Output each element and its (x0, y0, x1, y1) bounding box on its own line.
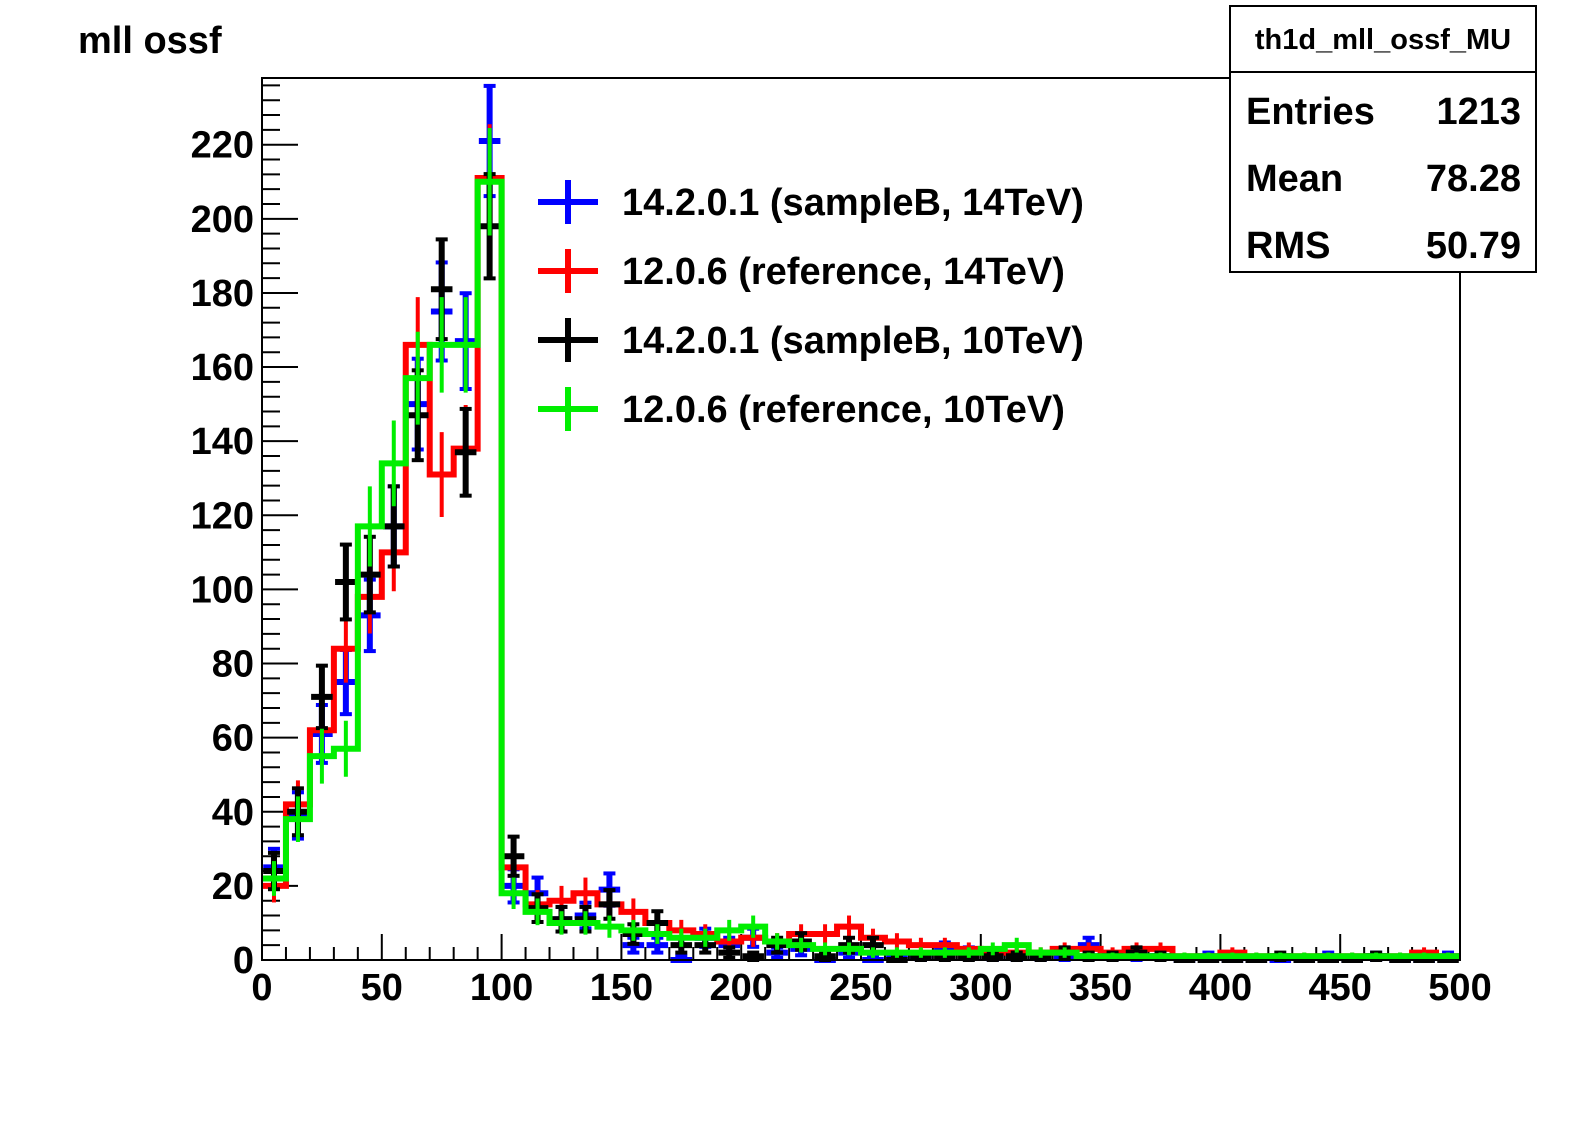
legend-item: 12.0.6 (reference, 10TeV) (538, 387, 1065, 431)
legend-label: 12.0.6 (reference, 10TeV) (622, 389, 1065, 431)
legend: 14.2.0.1 (sampleB, 14TeV) 12.0.6 (referen… (538, 180, 1084, 431)
x-tick-label: 200 (709, 967, 772, 1009)
x-tick-label: 350 (1069, 967, 1132, 1009)
series-3 (262, 128, 1460, 960)
legend-item: 14.2.0.1 (sampleB, 10TeV) (538, 318, 1084, 362)
x-tick-label: 500 (1428, 967, 1491, 1009)
stats-entries-label: Entries (1246, 91, 1375, 133)
y-tick-label: 220 (191, 125, 254, 167)
data-point (1005, 950, 1028, 962)
x-tick-label: 450 (1308, 967, 1371, 1009)
stats-box-frame (1229, 5, 1537, 273)
x-tick-label: 150 (590, 967, 653, 1009)
stats-box: th1d_mll_ossf_MU Entries 1213 Mean 78.28… (1229, 5, 1537, 273)
x-tick-label: 50 (361, 967, 403, 1009)
legend-label: 14.2.0.1 (sampleB, 10TeV) (622, 320, 1084, 362)
data-point (598, 888, 621, 921)
y-tick-label: 40 (212, 792, 254, 834)
data-point (742, 950, 764, 962)
series-layer (262, 83, 1460, 963)
x-tick-label: 0 (251, 967, 272, 1009)
stats-rms-value: 50.79 (1426, 225, 1521, 267)
legend-item: 14.2.0.1 (sampleB, 14TeV) (538, 180, 1084, 224)
plot-frame (261, 77, 1461, 961)
axes: 0 50 100 150 200 250 300 350 400 450 500 0 20 40 60 80 1… (191, 84, 1492, 1009)
data-point (311, 663, 333, 731)
stats-mean-value: 78.28 (1426, 158, 1521, 200)
y-tick-label: 120 (191, 495, 254, 537)
y-tick-label: 140 (191, 421, 254, 463)
x-tick-label: 400 (1189, 967, 1252, 1009)
y-tick-label: 200 (191, 199, 254, 241)
stats-mean-label: Mean (1246, 158, 1343, 200)
data-point (454, 406, 477, 498)
y-tick-label: 80 (212, 644, 254, 686)
legend-label: 12.0.6 (reference, 14TeV) (622, 251, 1065, 293)
data-point (335, 542, 357, 622)
data-point (502, 834, 525, 878)
y-tick-label: 20 (212, 866, 254, 908)
y-tick-label: 180 (191, 273, 254, 315)
data-point (718, 945, 741, 960)
x-tick-label: 300 (949, 967, 1012, 1009)
y-tick-label: 0 (233, 940, 254, 982)
y-tick-label: 100 (191, 569, 254, 611)
x-tick-label: 100 (470, 967, 533, 1009)
stats-box-name: th1d_mll_ossf_MU (1255, 24, 1511, 56)
legend-label: 14.2.0.1 (sampleB, 14TeV) (622, 182, 1084, 224)
stats-entries-value: 1213 (1436, 91, 1521, 133)
x-tick-label: 250 (829, 967, 892, 1009)
chart-title: mll ossf (78, 20, 222, 62)
stats-rms-label: RMS (1246, 225, 1330, 267)
legend-item: 12.0.6 (reference, 14TeV) (538, 249, 1065, 293)
y-tick-label: 60 (212, 718, 254, 760)
y-tick-label: 160 (191, 347, 254, 389)
